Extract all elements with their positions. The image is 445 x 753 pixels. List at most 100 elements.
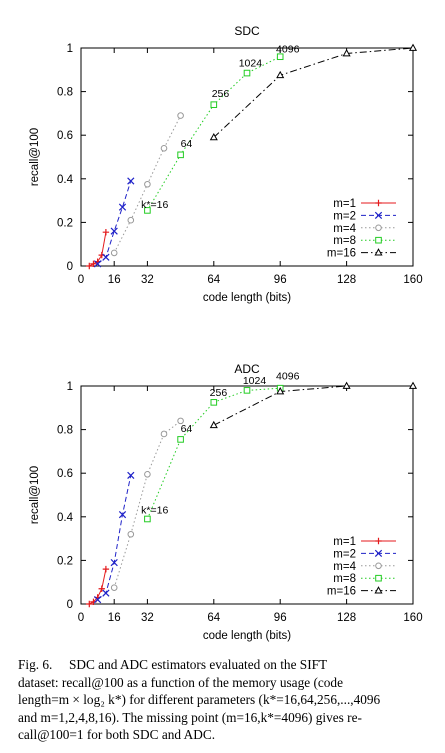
data-point bbox=[93, 260, 102, 268]
data-point bbox=[90, 260, 97, 268]
legend-marker bbox=[375, 562, 382, 570]
x-tick-label: 16 bbox=[108, 612, 121, 624]
point-annotation: 4096 bbox=[276, 370, 300, 382]
data-point bbox=[276, 53, 284, 61]
legend-label: m=2 bbox=[333, 210, 356, 222]
legend-label: m=1 bbox=[333, 198, 356, 210]
x-tick-label: 16 bbox=[108, 274, 121, 286]
data-point bbox=[177, 112, 184, 119]
plot-frame bbox=[80, 385, 414, 605]
data-point bbox=[127, 471, 135, 480]
data-point bbox=[210, 101, 218, 108]
legend-label: m=8 bbox=[333, 573, 356, 585]
point-annotation: 1024 bbox=[243, 375, 267, 387]
data-point bbox=[408, 381, 418, 389]
y-tick-label: 1 bbox=[67, 381, 73, 393]
data-point bbox=[102, 229, 110, 236]
x-tick-label: 32 bbox=[141, 274, 154, 286]
legend-label: m=2 bbox=[333, 548, 356, 560]
x-tick-label: 96 bbox=[274, 612, 287, 624]
series-m=4 bbox=[110, 417, 184, 591]
series-m=8 bbox=[144, 53, 284, 214]
caption-line: and m=1,2,4,8,16). The missing point (m=… bbox=[18, 709, 362, 725]
legend-label: m=16 bbox=[327, 248, 356, 260]
caption-line: call@100=1 for both SDC and ADC. bbox=[18, 727, 216, 743]
caption-line: length=m × log₂ k*) for different parame… bbox=[18, 692, 381, 708]
y-tick-label: 0.8 bbox=[57, 425, 73, 437]
series-line bbox=[97, 180, 132, 265]
series-m=4 bbox=[110, 112, 184, 257]
series-m=2 bbox=[93, 471, 135, 604]
series-m=8 bbox=[144, 384, 284, 523]
x-tick-label: 160 bbox=[403, 274, 422, 286]
legend: m=1m=2m=4m=8m=16 bbox=[327, 198, 396, 260]
data-point bbox=[342, 49, 351, 57]
y-tick-label: 0.8 bbox=[57, 87, 73, 99]
chart-title: ADC bbox=[234, 362, 260, 376]
legend-marker bbox=[374, 586, 383, 594]
data-point bbox=[118, 510, 127, 519]
legend-label: m=4 bbox=[333, 561, 356, 573]
series-line bbox=[97, 475, 132, 600]
y-tick-label: 0.2 bbox=[57, 217, 73, 229]
y-tick-label: 0.2 bbox=[57, 555, 73, 567]
point-annotation: 64 bbox=[181, 138, 193, 150]
chart-title: SDC bbox=[234, 24, 260, 38]
legend-marker bbox=[375, 224, 382, 232]
data-point bbox=[86, 262, 93, 270]
x-tick-label: 128 bbox=[337, 274, 356, 286]
plot-frame bbox=[80, 47, 414, 267]
data-point bbox=[110, 558, 118, 567]
data-point bbox=[177, 436, 184, 443]
data-point bbox=[209, 420, 218, 429]
series-m=1 bbox=[86, 229, 110, 270]
data-point bbox=[86, 600, 93, 608]
y-tick-label: 0 bbox=[67, 599, 73, 611]
figure-caption: Fig. 6. SDC and ADC estimators evaluated… bbox=[18, 656, 426, 744]
data-point bbox=[93, 596, 102, 604]
data-point bbox=[276, 70, 285, 79]
series-line bbox=[213, 385, 413, 426]
data-point bbox=[408, 43, 418, 51]
x-tick-label: 160 bbox=[403, 612, 422, 624]
data-point bbox=[110, 249, 118, 257]
y-axis-label: recall@100 bbox=[29, 466, 41, 524]
data-point bbox=[127, 530, 135, 538]
data-point bbox=[160, 430, 168, 438]
x-axis-label: code length (bits) bbox=[203, 630, 291, 642]
legend-label: m=4 bbox=[333, 223, 356, 235]
legend-marker bbox=[374, 248, 383, 256]
data-point bbox=[276, 387, 285, 395]
series-line bbox=[113, 420, 181, 588]
data-point bbox=[160, 144, 168, 152]
data-point bbox=[110, 584, 118, 591]
data-point bbox=[102, 589, 110, 597]
data-point bbox=[144, 207, 151, 214]
x-tick-label: 32 bbox=[141, 612, 154, 624]
series-line bbox=[146, 387, 281, 520]
y-tick-label: 0 bbox=[67, 261, 73, 273]
point-annotation: 1024 bbox=[239, 58, 263, 70]
legend-label: m=1 bbox=[333, 536, 356, 548]
x-tick-label: 64 bbox=[207, 612, 220, 624]
data-point bbox=[102, 565, 110, 573]
y-tick-label: 0.6 bbox=[57, 468, 73, 480]
data-point bbox=[127, 177, 135, 185]
series-m=1 bbox=[86, 565, 110, 608]
data-point bbox=[110, 227, 118, 235]
data-point bbox=[243, 387, 251, 394]
data-point bbox=[209, 132, 218, 141]
series-m=2 bbox=[93, 177, 135, 268]
y-axis-label: recall@100 bbox=[29, 128, 41, 186]
series-m=16 bbox=[209, 43, 418, 141]
legend: m=1m=2m=4m=8m=16 bbox=[327, 536, 396, 598]
y-tick-label: 1 bbox=[67, 43, 73, 55]
data-point bbox=[127, 216, 135, 224]
legend-label: m=8 bbox=[333, 235, 356, 247]
data-point bbox=[118, 203, 127, 211]
legend-label: m=16 bbox=[327, 586, 356, 598]
point-annotation: k*=16 bbox=[141, 505, 168, 517]
data-point bbox=[102, 253, 110, 261]
y-tick-label: 0.4 bbox=[57, 512, 74, 524]
series-m=16 bbox=[209, 381, 418, 429]
